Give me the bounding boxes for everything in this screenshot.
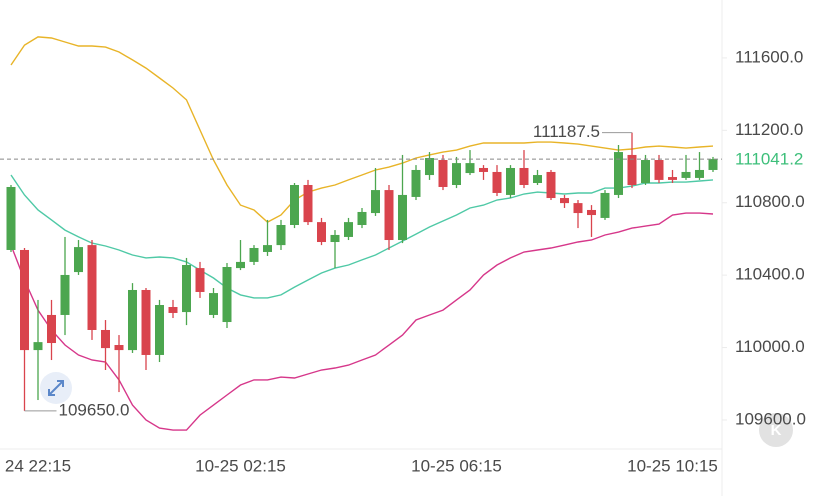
candle-body	[398, 194, 407, 241]
candle-body	[357, 211, 367, 225]
candle-body	[708, 159, 718, 170]
candle-body	[317, 222, 326, 243]
band-line	[10, 174, 714, 299]
candle-body	[506, 167, 515, 195]
candle-body	[209, 293, 218, 315]
candle-body	[641, 160, 650, 184]
candle-body	[452, 163, 461, 185]
logo: K	[759, 413, 793, 447]
x-tick-label: 24 22:15	[5, 456, 71, 475]
candle-body	[600, 192, 610, 218]
last-price-label: 111041.2	[735, 150, 803, 169]
y-tick-label: 110000.0	[735, 337, 805, 356]
candle-body	[303, 184, 313, 223]
candle-body	[425, 158, 434, 176]
candle-body	[681, 171, 691, 178]
candle-body	[560, 198, 569, 204]
candle-body	[141, 289, 151, 355]
candle-body	[236, 261, 245, 269]
candle-body	[168, 306, 178, 313]
candle-body	[155, 305, 164, 355]
candle-body	[249, 247, 259, 262]
y-tick-label: 110800.0	[735, 192, 805, 211]
candle-body	[182, 265, 191, 313]
candle-body	[20, 249, 29, 351]
candle-body	[222, 266, 232, 323]
band-line	[10, 212, 714, 431]
candle-body	[128, 289, 137, 351]
band-line	[10, 36, 714, 223]
candle-body	[438, 160, 448, 187]
candle-body	[533, 175, 542, 184]
candle-body	[573, 203, 583, 214]
candle-body	[263, 245, 272, 252]
candle-body	[6, 186, 16, 250]
candle-body	[492, 171, 502, 193]
candle-body	[654, 160, 664, 180]
candle-body	[384, 190, 394, 241]
candle-body	[695, 169, 704, 178]
candle-body	[371, 190, 380, 214]
annotation-label: 109650.0	[59, 400, 130, 419]
candle-body	[330, 234, 340, 243]
logo-text: K	[771, 422, 782, 439]
candle-body	[614, 152, 623, 195]
y-tick-label: 109600.0	[735, 409, 806, 428]
x-tick-label: 10-25 10:15	[627, 456, 718, 475]
y-tick-label: 111200.0	[735, 120, 803, 139]
x-tick-label: 10-25 02:15	[195, 456, 286, 475]
candle-body	[465, 163, 475, 174]
candle-body	[344, 222, 353, 237]
candle-body	[33, 342, 43, 351]
x-tick-label: 10-25 06:15	[411, 456, 502, 475]
candle-body	[101, 329, 110, 349]
candle-body	[276, 225, 286, 246]
candle-body	[195, 268, 205, 292]
candle-body	[290, 184, 299, 225]
y-tick-label: 111600.0	[735, 47, 803, 66]
candle-body	[114, 345, 124, 351]
zoom-icon[interactable]	[40, 372, 72, 404]
candle-body	[47, 314, 56, 344]
candle-body	[519, 167, 529, 185]
candle-body	[74, 247, 83, 273]
candle-body	[546, 171, 556, 199]
y-tick-label: 110400.0	[735, 265, 805, 284]
logo-bg	[759, 413, 793, 447]
candle-body	[587, 209, 596, 216]
candle-body	[411, 169, 421, 197]
candle-body	[60, 274, 70, 315]
candle-body	[479, 167, 488, 172]
annotation-label: 111187.5	[533, 122, 600, 141]
candle-body	[627, 154, 637, 185]
candle-body	[668, 177, 677, 180]
candle-body	[87, 245, 97, 330]
zoom-icon-glyph[interactable]	[48, 380, 64, 396]
